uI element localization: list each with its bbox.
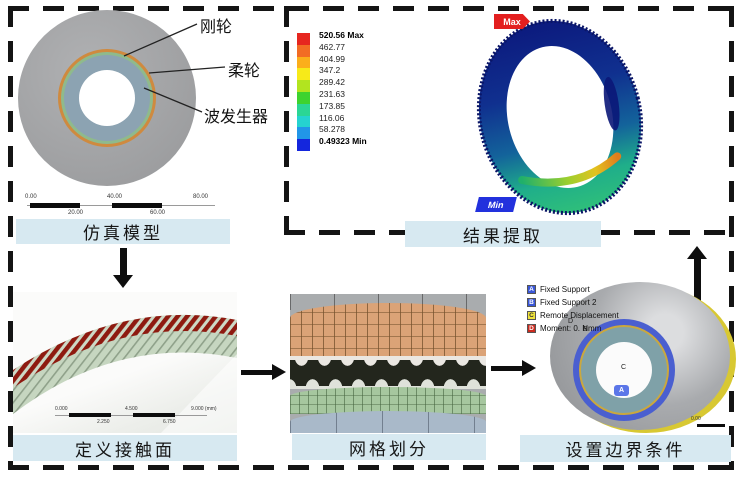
boundary-scale-bar: 0.00: [691, 416, 731, 430]
panel-mesh: [290, 294, 486, 433]
flow-arrow-up: [687, 246, 707, 303]
sim-model-scale-bar: 0.00 40.00 80.00 20.00 60.00: [25, 194, 220, 220]
mesh-wave-generator-band: [290, 411, 486, 433]
panel-boundary: A Fixed Support B Fixed Support 2 C Remo…: [515, 266, 737, 434]
frame-bottom: [8, 465, 734, 470]
banner-result: 结果提取: [405, 221, 601, 247]
mesh-flexspline-band: [290, 387, 486, 414]
banner-contact: 定义接触面: [13, 435, 237, 461]
banner-mesh: 网格划分: [292, 434, 486, 460]
banner-boundary: 设置边界条件: [520, 435, 731, 462]
frame-right: [729, 6, 734, 470]
marker-a-badge: A: [614, 385, 629, 396]
gear-teeth-arc: [13, 314, 237, 433]
wave-generator-bore: [79, 70, 135, 126]
deformed-flexspline-ring: [476, 18, 644, 216]
result-color-bar: [297, 33, 310, 151]
legend-row-remote-displacement: C Remote Displacement: [527, 309, 619, 322]
label-wave-generator: 波发生器: [204, 109, 269, 126]
frame-top: [8, 6, 734, 11]
min-flag: Min: [475, 197, 517, 212]
legend-row-fixed-support: A Fixed Support: [527, 283, 619, 296]
mesh-rigid-wheel-band: [290, 303, 486, 361]
flow-arrow-right-2: [491, 360, 536, 376]
frame-left: [8, 6, 13, 470]
divider-vertical: [284, 6, 289, 234]
label-flex-wheel: 柔轮: [228, 63, 261, 80]
mesh-teeth-band: [290, 356, 486, 389]
panel-result: 520.56 Max 462.77 404.99 347.2 289.42 23…: [288, 6, 734, 248]
max-flag: Max: [494, 14, 530, 29]
part-label-leaders: [123, 23, 226, 113]
contact-scale-bar: 0.000 4.500 9.000 (mm) 2.250 6.750: [55, 406, 217, 425]
marker-c: C: [621, 364, 627, 371]
boundary-legend: A Fixed Support B Fixed Support 2 C Remo…: [527, 283, 619, 335]
legend-row-moment: D Moment: 0. Nmm: [527, 322, 619, 335]
label-rigid-wheel: 刚轮: [200, 19, 233, 36]
flow-arrow-down: [113, 248, 133, 288]
result-legend-values: 520.56 Max 462.77 404.99 347.2 289.42 23…: [319, 30, 367, 147]
marker-b: B: [583, 326, 588, 333]
legend-row-fixed-support-2: B Fixed Support 2: [527, 296, 619, 309]
flow-arrow-right-1: [241, 364, 286, 380]
panel-sim-model: 刚轮 柔轮 波发生器 0.00 40.00 80.00 20.00 60.00 …: [0, 0, 285, 246]
boundary-teal-ring: [579, 325, 669, 415]
banner-sim-model: 仿真模型: [16, 219, 230, 244]
marker-d: D: [568, 318, 574, 325]
panel-contact: 0.000 4.500 9.000 (mm) 2.250 6.750: [13, 292, 237, 433]
